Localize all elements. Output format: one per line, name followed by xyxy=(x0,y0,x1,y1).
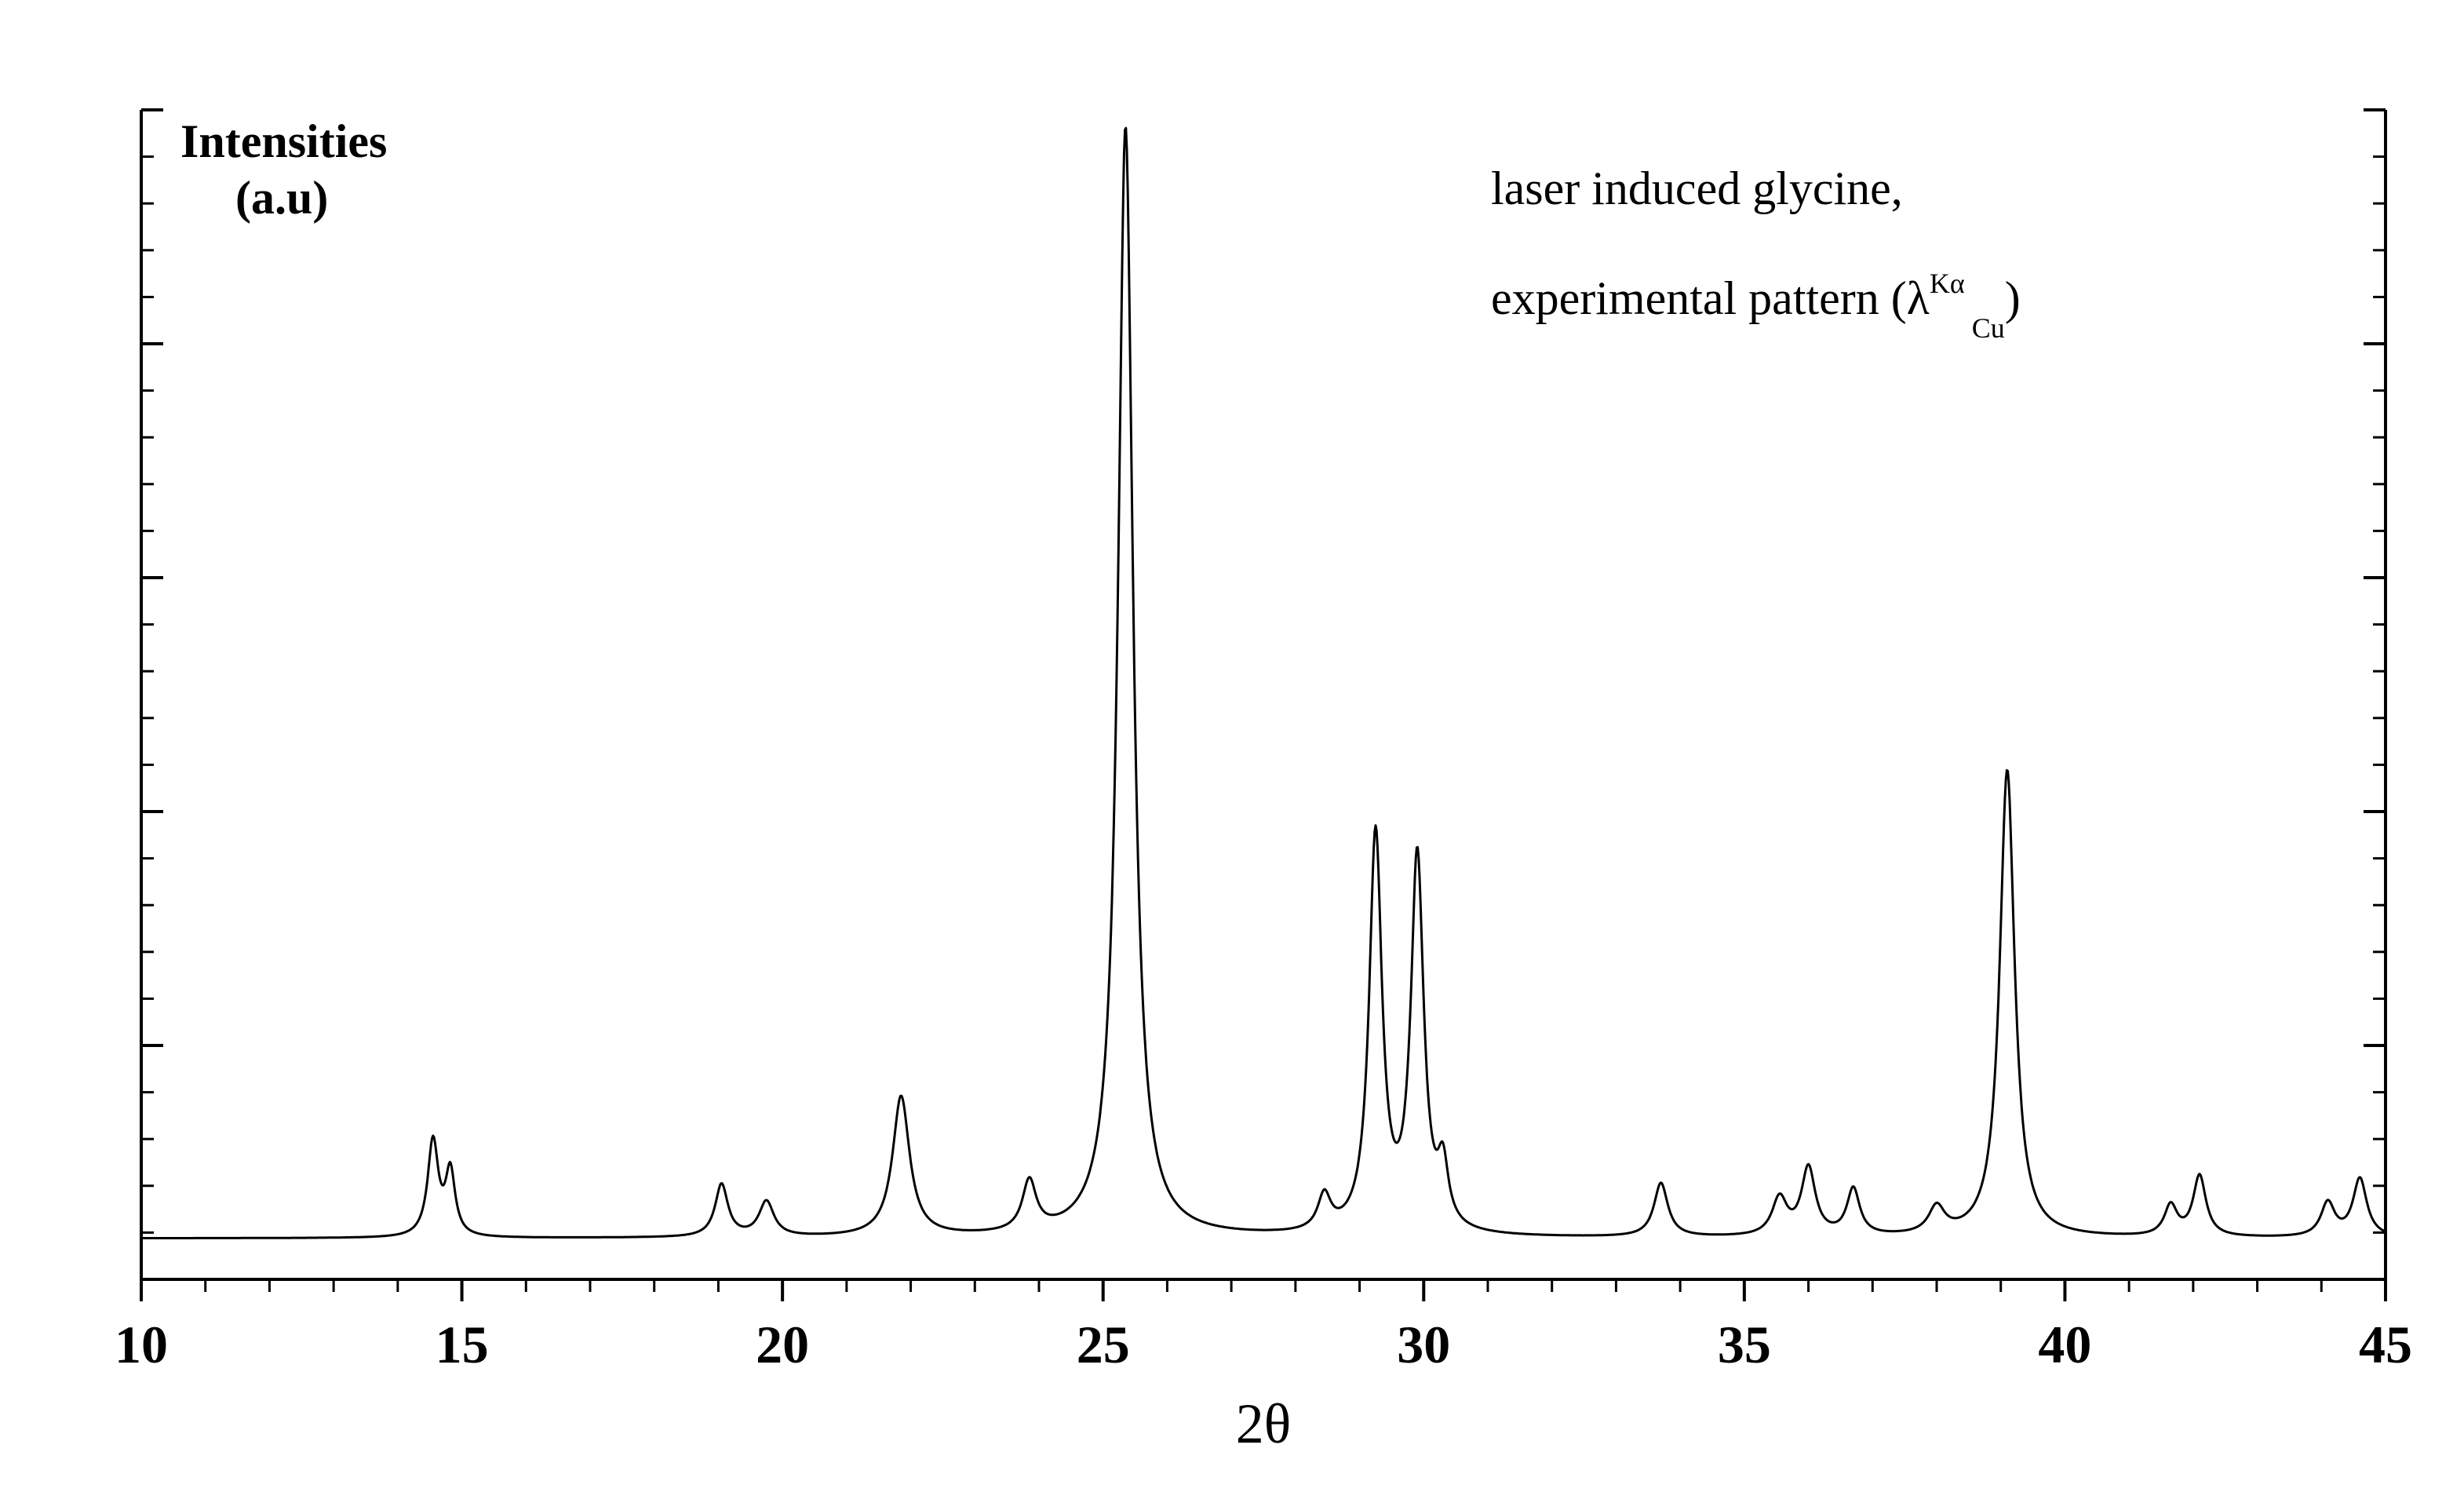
xrd-diffraction-chart: 10 15 20 25 30 35 40 45 2θ Intensities(a.u) laser … xyxy=(0,0,2464,1485)
svg-text:20: 20 xyxy=(756,1315,809,1374)
svg-text:(a.u): (a.u) xyxy=(235,172,328,224)
chart-svg: 10 15 20 25 30 35 40 45 2θ Intensities(a.u) laser … xyxy=(0,0,2464,1481)
svg-text:25: 25 xyxy=(1077,1315,1130,1374)
svg-text:Intensities: Intensities xyxy=(180,115,387,167)
svg-text:laser induced glycine,: laser induced glycine, xyxy=(1491,162,1903,214)
svg-text:15: 15 xyxy=(436,1315,489,1374)
svg-text:40: 40 xyxy=(2038,1315,2091,1374)
svg-text:45: 45 xyxy=(2359,1315,2412,1374)
svg-text:10: 10 xyxy=(115,1315,168,1374)
svg-text:2θ: 2θ xyxy=(1236,1392,1292,1455)
svg-text:30: 30 xyxy=(1397,1315,1450,1374)
svg-text:35: 35 xyxy=(1718,1315,1771,1374)
